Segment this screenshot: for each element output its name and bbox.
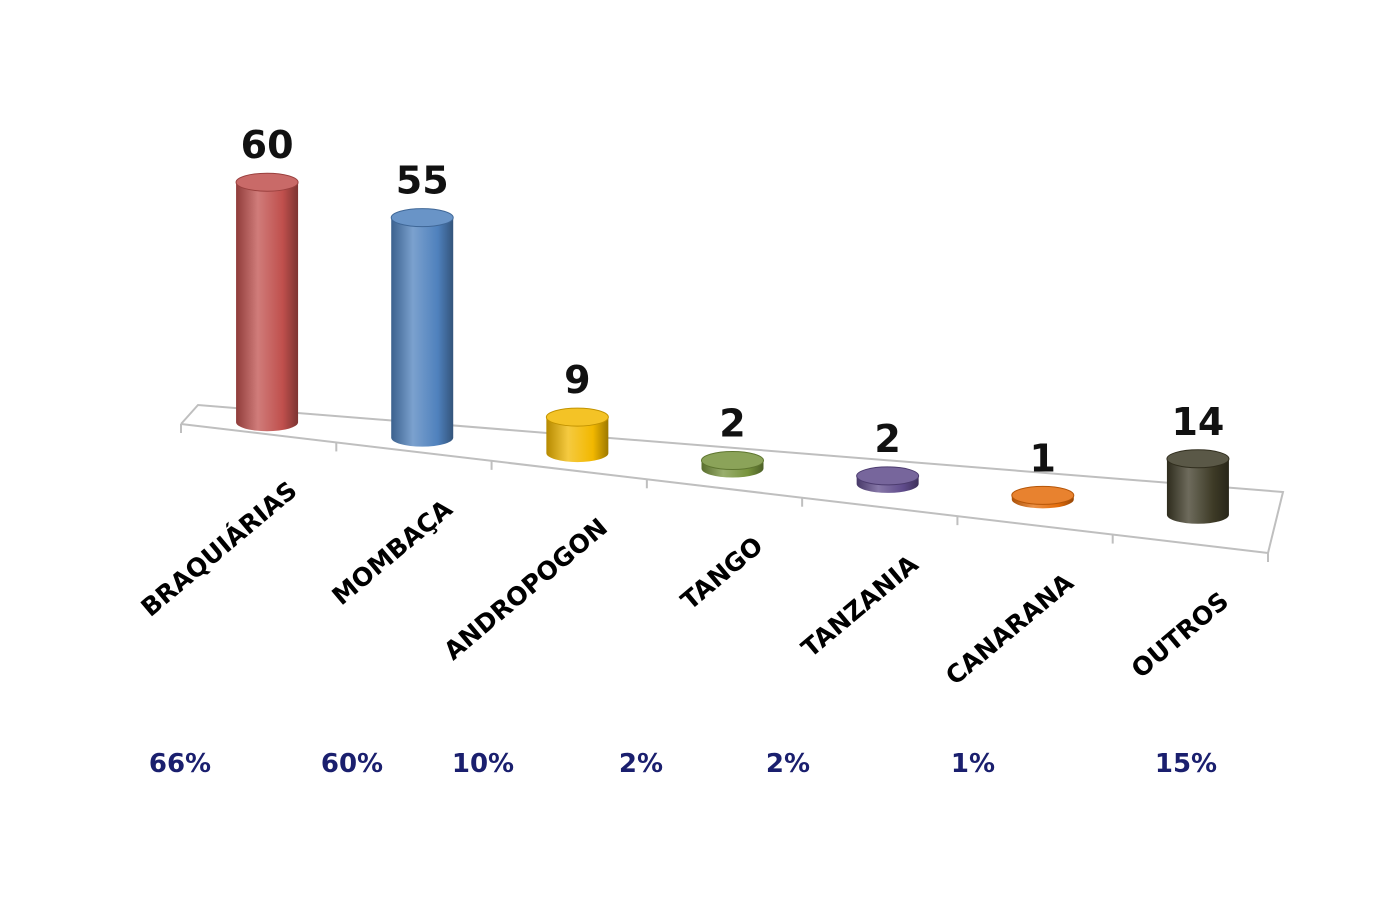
percentage-label: 2% bbox=[765, 749, 811, 779]
percentage-label: 15% bbox=[1154, 749, 1218, 779]
data-label: 9 bbox=[564, 358, 590, 402]
category-label: TANGO bbox=[675, 531, 768, 616]
bar-2 bbox=[390, 208, 454, 447]
floor-front-edge bbox=[180, 423, 1269, 554]
bar-6 bbox=[1011, 485, 1075, 509]
data-label: 14 bbox=[1171, 400, 1224, 444]
percentage-label: 1% bbox=[950, 749, 996, 779]
category-label: TANZANIA bbox=[796, 549, 924, 663]
bar-top bbox=[1166, 449, 1230, 469]
chart-bars bbox=[235, 172, 1230, 524]
category-label: OUTROS bbox=[1126, 586, 1234, 684]
bar-body bbox=[391, 217, 454, 447]
bar-top bbox=[856, 466, 920, 486]
chart-data-labels: 60 55 9 2 2 1 14 bbox=[241, 123, 1225, 480]
bar-top bbox=[701, 451, 764, 470]
data-label: 2 bbox=[719, 402, 745, 446]
bar-1 bbox=[235, 172, 299, 432]
bar-top bbox=[235, 172, 299, 192]
category-label: ANDROPOGON bbox=[438, 512, 613, 665]
bar-5 bbox=[856, 466, 920, 493]
bar-top bbox=[390, 208, 454, 228]
category-label: MOMBAÇA bbox=[326, 494, 458, 611]
data-label: 2 bbox=[874, 417, 900, 461]
bar-4 bbox=[701, 451, 764, 478]
data-label: 1 bbox=[1030, 436, 1056, 480]
chart-floor bbox=[180, 403, 1285, 562]
floor-outline bbox=[180, 403, 1285, 554]
bar-body bbox=[546, 417, 609, 463]
percentage-label: 60% bbox=[320, 749, 384, 779]
percentage-label: 10% bbox=[451, 749, 515, 779]
category-label: BRAQUIÁRIAS bbox=[135, 476, 302, 623]
bar-top bbox=[545, 407, 609, 427]
bar-top bbox=[1011, 485, 1075, 505]
percentage-label: 2% bbox=[618, 749, 664, 779]
percentage-label: 66% bbox=[148, 749, 212, 779]
bar-3 bbox=[545, 407, 609, 463]
data-label: 55 bbox=[396, 159, 449, 203]
category-label: CANARANA bbox=[940, 567, 1079, 690]
bar-body bbox=[236, 182, 299, 432]
bar-body bbox=[1166, 458, 1229, 524]
data-label: 60 bbox=[241, 123, 294, 167]
bar-7 bbox=[1166, 449, 1230, 524]
